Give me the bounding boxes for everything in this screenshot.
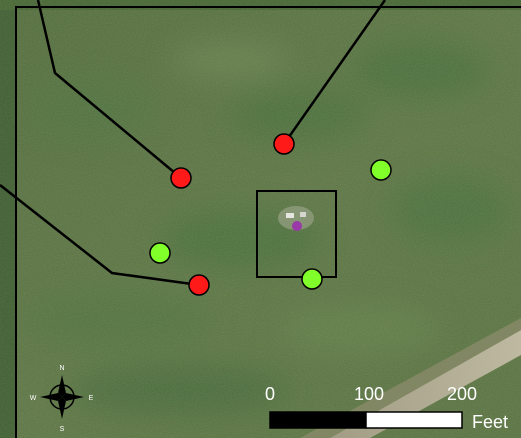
- area-box: [256, 190, 337, 278]
- compass: N S W E: [30, 365, 94, 433]
- callout-lines: [0, 0, 387, 287]
- green-marker[interactable]: [370, 159, 392, 181]
- green-marker[interactable]: [149, 242, 171, 264]
- scale-tick-100: 100: [354, 384, 384, 404]
- scale-tick-200: 200: [447, 384, 477, 404]
- map-frame: [15, 6, 521, 438]
- scale-tick-0: 0: [265, 384, 275, 404]
- scale-bar: 0 100 200 Feet: [265, 384, 508, 432]
- site-feature: [292, 221, 302, 231]
- red-marker[interactable]: [188, 274, 210, 296]
- callout-line-2: [0, 184, 200, 287]
- compass-e: E: [89, 395, 94, 402]
- red-marker[interactable]: [170, 167, 192, 189]
- callout-line-1: [36, 0, 182, 179]
- green-marker[interactable]: [301, 268, 323, 290]
- north-arrow-icon: [58, 375, 66, 397]
- callout-line-3: [282, 0, 387, 145]
- compass-n: N: [59, 365, 64, 372]
- red-marker[interactable]: [273, 133, 295, 155]
- markers: [149, 133, 392, 296]
- compass-w: W: [30, 395, 37, 402]
- scale-unit: Feet: [472, 412, 508, 432]
- compass-s: S: [60, 426, 65, 433]
